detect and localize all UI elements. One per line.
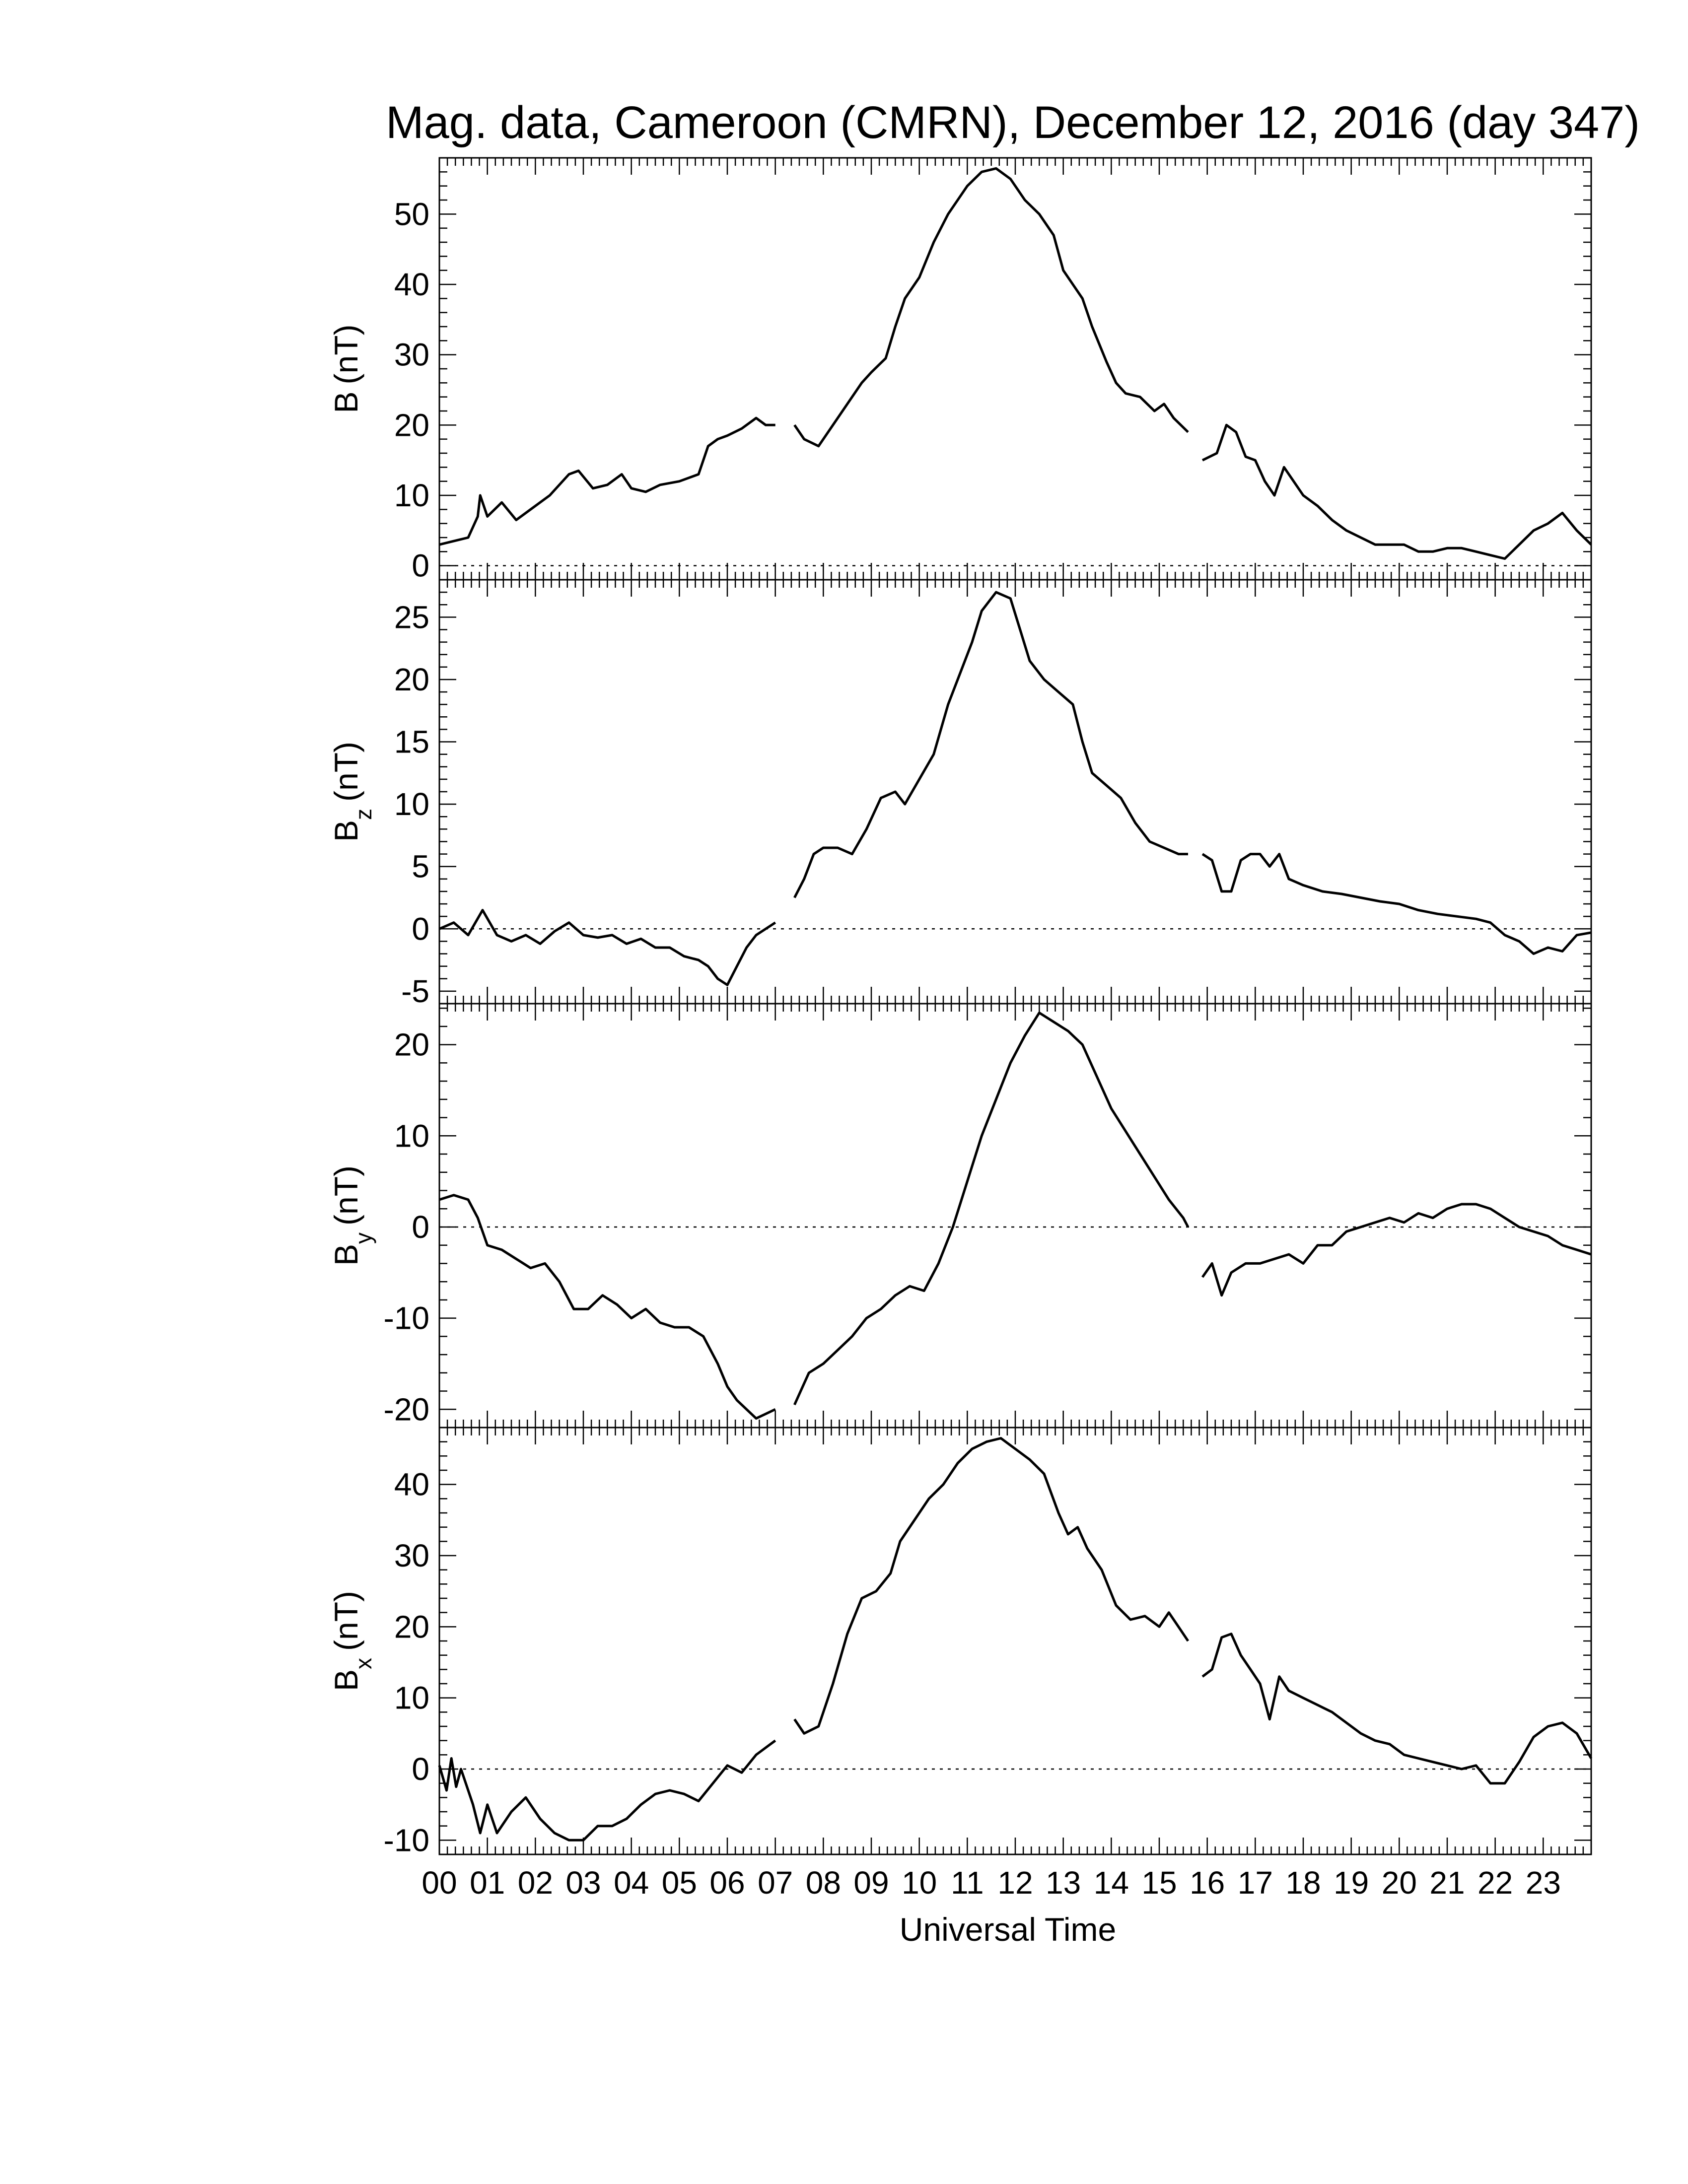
series-line-bx bbox=[1201, 1633, 1593, 1785]
y-tick-label: 30 bbox=[394, 337, 429, 373]
y-axis-label-main: B bbox=[328, 820, 364, 842]
series-line-b bbox=[793, 167, 1189, 448]
panel-b: 0 10 20 30 40 50 B (nT) bbox=[328, 157, 1592, 584]
y-axis-label-unit: (nT) bbox=[328, 1165, 364, 1226]
x-tick-label: 10 bbox=[902, 1865, 937, 1901]
x-tick-label: 08 bbox=[806, 1865, 841, 1901]
y-axis-label-by: By (nT) bbox=[328, 1165, 376, 1266]
y-axis-label-bx: Bx (nT) bbox=[328, 1591, 376, 1691]
y-tick-label: 10 bbox=[394, 478, 429, 513]
y-tick-label: 10 bbox=[394, 1680, 429, 1716]
y-axis-label-main: B bbox=[328, 391, 364, 413]
series-line-b bbox=[1201, 423, 1592, 560]
series-line-b bbox=[439, 416, 775, 546]
y-tick-label: 40 bbox=[394, 1467, 429, 1502]
x-tick-label: 06 bbox=[709, 1865, 745, 1901]
y-axis-label-b: B (nT) bbox=[328, 324, 364, 413]
x-tick-label: 18 bbox=[1285, 1865, 1321, 1901]
y-tick-label: -5 bbox=[401, 973, 429, 1009]
y-tick-label: 0 bbox=[412, 548, 429, 584]
y-tick-label: 0 bbox=[412, 1209, 429, 1245]
x-tick-label: 21 bbox=[1429, 1865, 1465, 1901]
x-tick-label: 05 bbox=[662, 1865, 697, 1901]
y-tick-label: 0 bbox=[412, 1751, 429, 1787]
y-tick-label: 30 bbox=[394, 1538, 429, 1573]
y-tick-label: 10 bbox=[394, 786, 429, 822]
y-tick-label: 10 bbox=[394, 1118, 429, 1154]
series-line-bx bbox=[438, 1739, 776, 1842]
y-tick-label: 20 bbox=[394, 662, 429, 697]
y-tick-label: 15 bbox=[394, 724, 429, 760]
x-tick-label: 02 bbox=[518, 1865, 553, 1901]
y-axis-label-main: B bbox=[328, 1244, 364, 1266]
x-tick-label: 03 bbox=[565, 1865, 601, 1901]
x-axis-tick-labels: 00 01 02 03 04 05 06 07 08 09 10 11 12 13 14 15 16 17 18 19… bbox=[422, 1865, 1561, 1901]
y-axis-label-sub: y bbox=[351, 1232, 376, 1244]
series-line-bz bbox=[1201, 853, 1592, 955]
x-tick-label: 15 bbox=[1141, 1865, 1177, 1901]
chart-title: Mag. data, Cameroon (CMRN), December 12,… bbox=[386, 97, 1640, 148]
x-tick-label: 22 bbox=[1477, 1865, 1513, 1901]
x-tick-label: 12 bbox=[997, 1865, 1033, 1901]
x-tick-label: 11 bbox=[951, 1865, 984, 1901]
y-axis-label-unit: (nT) bbox=[328, 324, 364, 384]
x-tick-label: 07 bbox=[758, 1865, 793, 1901]
x-tick-label: 13 bbox=[1046, 1865, 1081, 1901]
y-tick-label: -10 bbox=[384, 1300, 430, 1336]
x-tick-label: 16 bbox=[1190, 1865, 1225, 1901]
x-axis-title: Universal Time bbox=[900, 1911, 1116, 1948]
series-line-by bbox=[439, 1194, 776, 1420]
y-tick-label: -20 bbox=[384, 1391, 430, 1427]
y-axis-label-unit: (nT) bbox=[328, 1591, 364, 1651]
x-tick-label: 09 bbox=[853, 1865, 889, 1901]
series-line-by bbox=[793, 1011, 1190, 1406]
x-tick-label: 14 bbox=[1094, 1865, 1129, 1901]
series-line-bx bbox=[793, 1437, 1190, 1735]
panels: 01020304050B(nT)-50510152025Bz(nT)-20-10… bbox=[328, 157, 1593, 1858]
y-tick-label: 40 bbox=[394, 267, 429, 302]
y-tick-label: 20 bbox=[394, 1027, 429, 1063]
y-tick-label: 20 bbox=[394, 407, 429, 443]
y-tick-label: -10 bbox=[384, 1822, 430, 1858]
series-line-by bbox=[1201, 1203, 1592, 1297]
x-tick-label: 17 bbox=[1238, 1865, 1273, 1901]
x-tick-label: 04 bbox=[614, 1865, 649, 1901]
series-line-bz bbox=[439, 909, 776, 986]
x-tick-label: 19 bbox=[1334, 1865, 1369, 1901]
series-line-bz bbox=[793, 591, 1188, 898]
y-axis-label-main: B bbox=[328, 1669, 364, 1691]
y-axis-label-bz: Bz (nT) bbox=[328, 742, 376, 842]
y-tick-label: 50 bbox=[394, 196, 429, 232]
x-tick-label: 00 bbox=[422, 1865, 457, 1901]
y-tick-label: 25 bbox=[394, 599, 429, 635]
x-tick-label: 23 bbox=[1526, 1865, 1561, 1901]
x-tick-label: 01 bbox=[470, 1865, 505, 1901]
x-tick-label: 20 bbox=[1382, 1865, 1417, 1901]
y-tick-label: 20 bbox=[394, 1609, 429, 1644]
y-tick-label: 0 bbox=[412, 911, 429, 947]
y-axis-label-unit: (nT) bbox=[328, 742, 364, 802]
y-axis-label-sub: z bbox=[351, 809, 376, 820]
panel-bx: -10 0 10 20 30 40 Bx (nT) bbox=[328, 1427, 1593, 1858]
y-axis-label-sub: x bbox=[351, 1658, 376, 1669]
y-tick-label: 5 bbox=[412, 849, 429, 885]
